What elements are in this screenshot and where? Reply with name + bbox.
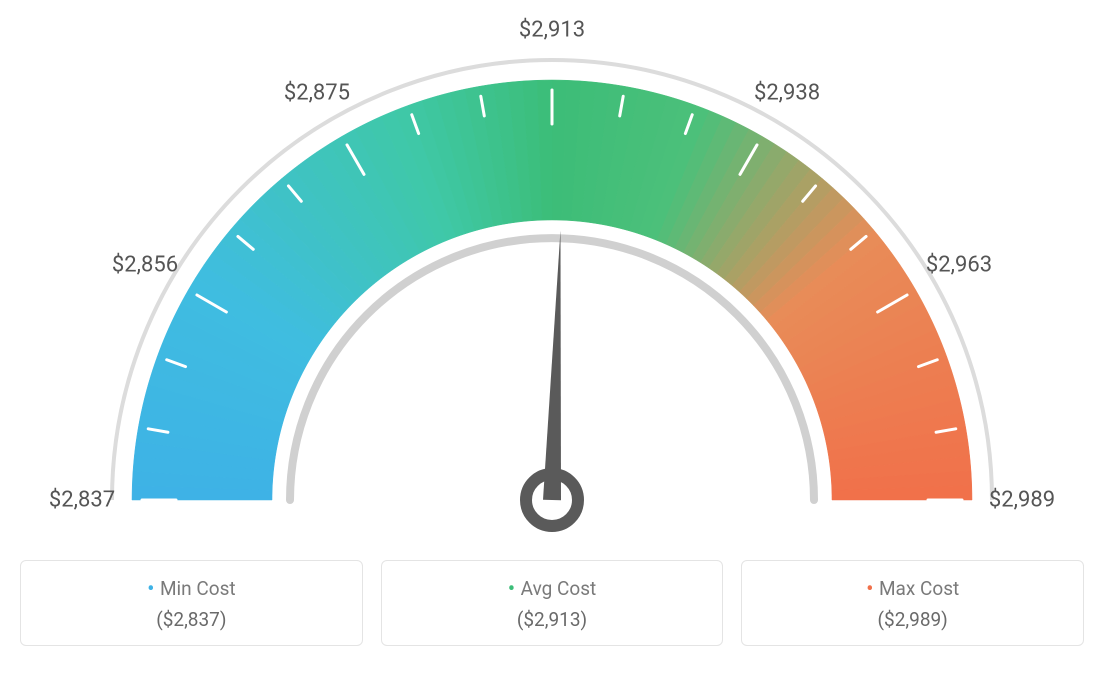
- cost-gauge-chart: $2,837 $2,856 $2,875 $2,913 $2,938 $2,963 $2,9…: [20, 20, 1084, 646]
- legend-title-avg: Avg Cost: [394, 577, 711, 602]
- legend-card-avg: Avg Cost ($2,913): [381, 560, 724, 646]
- gauge-tick-label: $2,837: [49, 488, 115, 513]
- gauge-tick-label: $2,875: [284, 80, 350, 105]
- gauge-tick-label: $2,913: [519, 18, 585, 43]
- gauge-area: $2,837 $2,856 $2,875 $2,913 $2,938 $2,963 $2,9…: [20, 20, 1084, 540]
- legend-value-max: ($2,989): [754, 608, 1071, 631]
- legend-value-min: ($2,837): [33, 608, 350, 631]
- gauge-tick-label: $2,856: [112, 252, 178, 277]
- gauge-svg: [20, 20, 1084, 540]
- legend-card-min: Min Cost ($2,837): [20, 560, 363, 646]
- gauge-tick-label: $2,989: [989, 488, 1055, 513]
- legend-title-max: Max Cost: [754, 577, 1071, 602]
- legend-title-min: Min Cost: [33, 577, 350, 602]
- legend-value-avg: ($2,913): [394, 608, 711, 631]
- gauge-tick-label: $2,963: [926, 252, 992, 277]
- legend-card-max: Max Cost ($2,989): [741, 560, 1084, 646]
- gauge-tick-label: $2,938: [754, 80, 820, 105]
- legend-row: Min Cost ($2,837) Avg Cost ($2,913) Max …: [20, 560, 1084, 646]
